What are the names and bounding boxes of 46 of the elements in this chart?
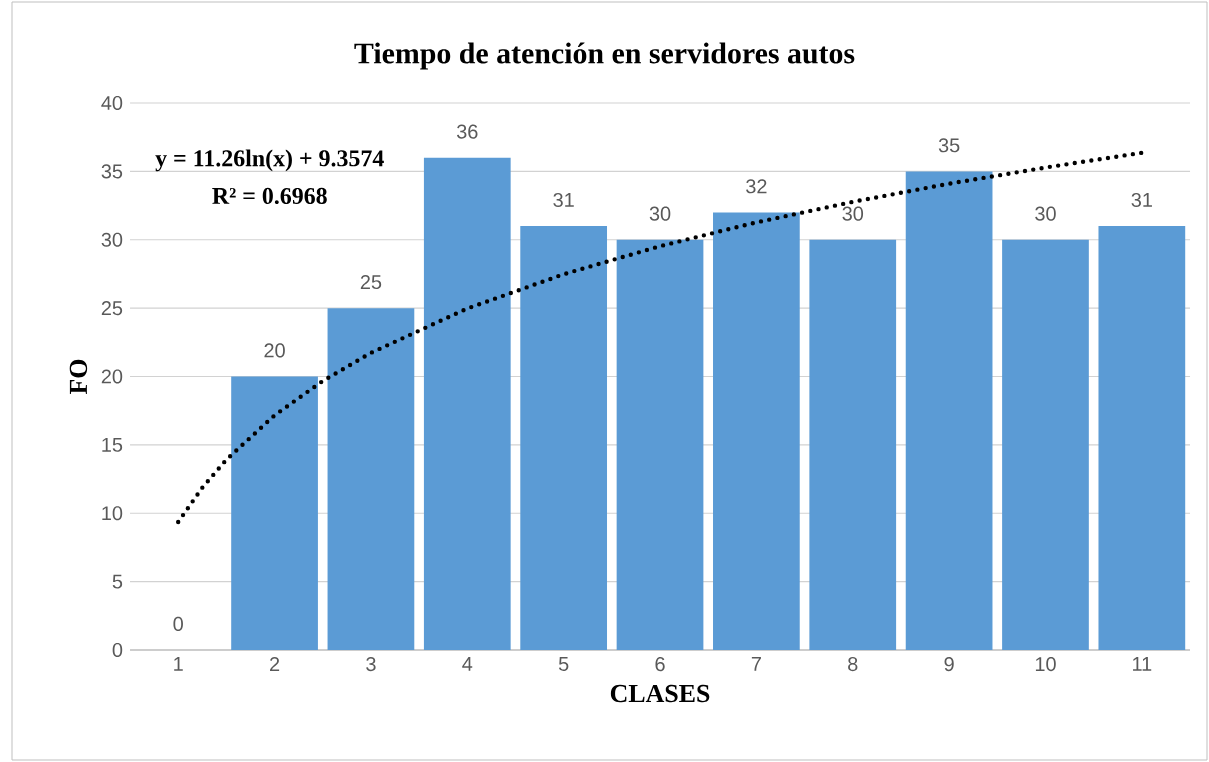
y-tick-label: 25 [101, 301, 123, 316]
data-label: 32 [746, 179, 767, 194]
bar [905, 171, 993, 650]
bar [423, 157, 511, 650]
annotation: y = 11.26ln(x) + 9.3574 [155, 149, 384, 172]
x-axis-title: CLASES [610, 684, 710, 703]
x-tick-label: 3 [366, 657, 376, 672]
bar [1002, 239, 1089, 650]
y-axis-title: FO [69, 359, 88, 395]
x-tick-label: 11 [1133, 657, 1152, 671]
data-label: 35 [938, 138, 960, 153]
bar [713, 212, 800, 650]
data-label: 36 [456, 124, 478, 139]
bar [327, 308, 415, 650]
y-tick-label: 0 [112, 642, 123, 658]
x-tick-label: 4 [462, 657, 473, 671]
x-tick-label: 8 [848, 657, 858, 672]
data-label: 25 [360, 274, 382, 290]
y-tick-label: 40 [101, 95, 123, 111]
data-label: 31 [553, 192, 574, 208]
x-tick-label: 6 [655, 657, 665, 672]
y-tick-label: 30 [101, 232, 123, 247]
y-tick-label: 10 [102, 506, 123, 521]
bar [1098, 226, 1186, 650]
annotation: R² = 0.6968 [212, 187, 327, 205]
x-tick-label: 9 [944, 657, 954, 672]
bar [231, 376, 318, 650]
data-label: 20 [264, 343, 285, 358]
x-tick-label: 2 [270, 657, 280, 671]
x-tick-label: 1 [174, 657, 183, 671]
data-label: 31 [1131, 192, 1152, 208]
y-tick-label: 35 [101, 164, 123, 179]
data-label: 30 [1035, 206, 1056, 221]
data-label: 30 [649, 206, 671, 221]
bar [809, 239, 897, 650]
chart-title: Tiempo de atención en servidores autos [354, 42, 855, 70]
x-tick-label: 10 [1035, 657, 1056, 672]
y-tick-label: 5 [112, 574, 123, 589]
x-tick-label: 7 [751, 657, 761, 671]
x-tick-label: 5 [558, 657, 569, 671]
y-tick-label: 20 [101, 369, 123, 384]
bar [616, 239, 704, 650]
y-tick-label: 15 [102, 437, 123, 452]
bar [520, 226, 608, 650]
data-label: 0 [173, 616, 183, 631]
data-label: 30 [842, 206, 864, 221]
